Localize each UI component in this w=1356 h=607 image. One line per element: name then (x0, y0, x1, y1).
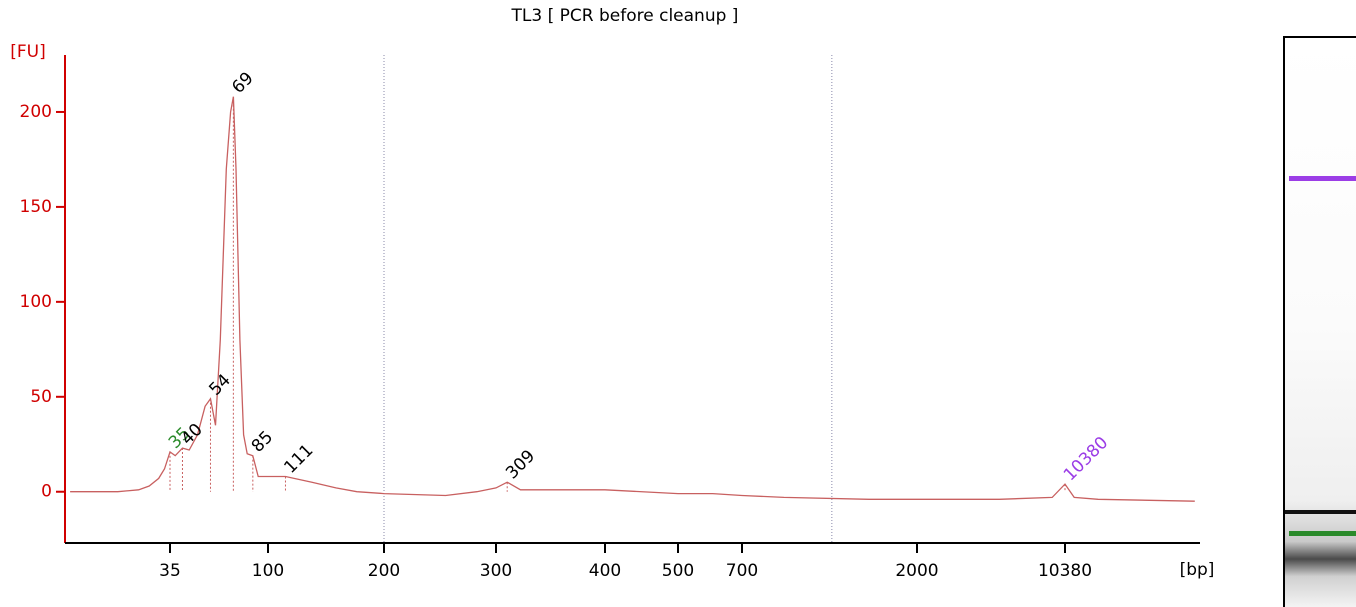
trace (70, 96, 1195, 502)
x-axis-label: [bp] (1180, 560, 1215, 580)
x-tick-label: 500 (662, 561, 694, 581)
y-tick-label: 200 (20, 102, 52, 122)
peak-label: 10380 (1060, 433, 1112, 485)
y-tick-label: 100 (20, 292, 52, 312)
x-tick-label: 300 (480, 561, 512, 581)
gel-marker-lower (1289, 531, 1356, 536)
y-tick-label: 50 (30, 387, 52, 407)
x-tick-label: 100 (252, 561, 284, 581)
y-tick-label: 150 (20, 197, 52, 217)
peak-label: 309 (502, 446, 539, 483)
gel-marker-upper (1289, 176, 1356, 181)
x-tick-label: 2000 (895, 561, 938, 581)
gel-lane (1283, 36, 1356, 607)
chart-title: TL3 [ PCR before cleanup ] (511, 6, 739, 26)
gel-band (1285, 510, 1356, 514)
x-tick-label: 400 (589, 561, 621, 581)
x-tick-label: 700 (726, 561, 758, 581)
peak-label: 54 (205, 370, 234, 399)
peak-label: 85 (248, 427, 277, 456)
x-tick-label: 10380 (1038, 561, 1092, 581)
x-tick-label: 200 (368, 561, 400, 581)
y-tick-label: 0 (41, 482, 52, 502)
y-axis-label: [FU] (10, 42, 46, 62)
peak-label: 69 (228, 68, 257, 97)
peak-label: 111 (280, 441, 317, 478)
x-tick-label: 35 (159, 561, 181, 581)
